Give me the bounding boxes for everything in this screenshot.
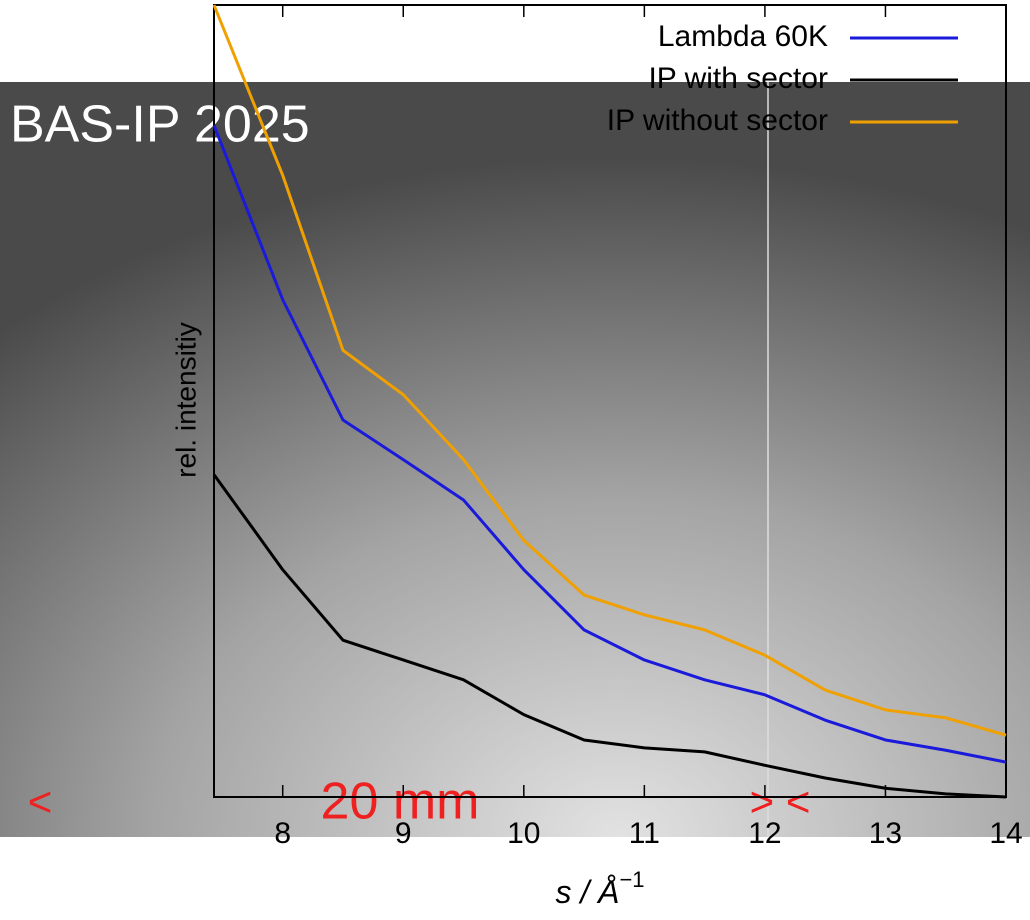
x-axis-label-exponent: −1 — [619, 867, 644, 892]
annotation: 20 mm — [321, 773, 480, 831]
legend-label: IP with sector — [648, 62, 828, 95]
x-axis-label-text: s / Å — [555, 874, 619, 910]
legend-label: IP without sector — [607, 104, 828, 137]
x-tick-label: 12 — [748, 817, 781, 850]
y-axis-label: rel. intensitiy — [170, 322, 201, 478]
background-image — [0, 82, 1030, 837]
annotation: < — [28, 778, 53, 825]
x-tick-label: 10 — [507, 817, 540, 850]
annotation: > < — [750, 778, 811, 825]
legend-label: Lambda 60K — [658, 20, 828, 53]
x-tick-label: 9 — [395, 817, 412, 850]
plot-frame — [213, 4, 1007, 798]
x-axis-label: s / Å−1 — [555, 867, 644, 911]
series-line — [212, 473, 1007, 799]
x-tick-label: 14 — [989, 817, 1022, 850]
x-tick-label: 11 — [629, 817, 660, 850]
series-line — [212, 124, 1007, 764]
series-line — [212, 4, 1007, 737]
image-title: BAS-IP 2025 — [10, 96, 310, 154]
x-tick-label: 13 — [869, 817, 902, 850]
x-tick-label: 8 — [274, 817, 291, 850]
